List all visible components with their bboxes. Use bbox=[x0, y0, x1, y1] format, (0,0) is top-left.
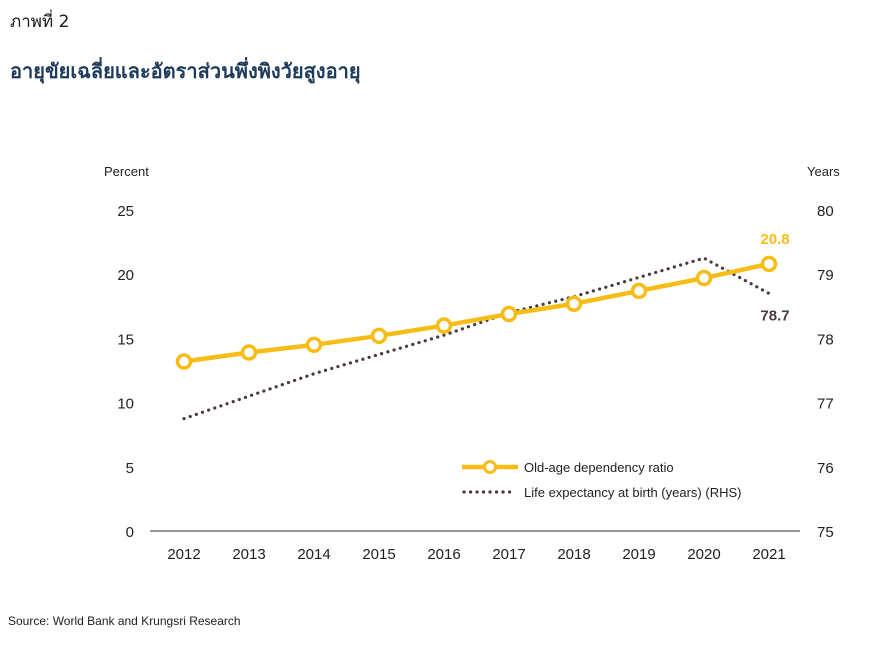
old-age-ratio-line bbox=[183, 261, 770, 364]
left-tick-label: 20 bbox=[117, 267, 134, 284]
x-tick-label: 2021 bbox=[752, 546, 785, 563]
legend-life-label: Life expectancy at birth (years) (RHS) bbox=[524, 485, 741, 500]
legend-ratio-marker bbox=[483, 460, 497, 474]
old-age-ratio-point bbox=[240, 344, 258, 361]
x-tick-label: 2020 bbox=[687, 546, 720, 563]
left-axis-ticks: 0 5 10 15 20 25 bbox=[117, 203, 134, 541]
old-age-ratio-point bbox=[565, 295, 583, 312]
old-age-ratio-point bbox=[435, 317, 453, 334]
x-tick-label: 2018 bbox=[557, 546, 590, 563]
right-axis-label: Years bbox=[807, 164, 840, 179]
old-age-ratio-point bbox=[630, 282, 648, 300]
left-axis-label: Percent bbox=[104, 164, 149, 179]
right-tick-label: 80 bbox=[817, 203, 834, 220]
x-tick-label: 2014 bbox=[297, 546, 330, 563]
old-age-ratio-point bbox=[760, 255, 778, 273]
right-tick-label: 79 bbox=[817, 267, 834, 284]
left-tick-label: 25 bbox=[117, 203, 134, 220]
left-tick-label: 5 bbox=[126, 460, 134, 477]
left-tick-label: 0 bbox=[126, 524, 134, 541]
life-expectancy-line bbox=[182, 256, 771, 421]
right-tick-label: 77 bbox=[817, 396, 834, 413]
legend-ratio-label: Old-age dependency ratio bbox=[524, 460, 674, 475]
right-tick-label: 76 bbox=[817, 460, 834, 477]
series-old-age-ratio bbox=[175, 255, 778, 370]
x-tick-label: 2017 bbox=[492, 546, 525, 563]
x-tick-label: 2012 bbox=[167, 546, 200, 563]
x-tick-label: 2019 bbox=[622, 546, 655, 563]
source-note: Source: World Bank and Krungsri Research bbox=[8, 614, 241, 628]
ratio-end-label: 20.8 bbox=[760, 231, 789, 248]
old-age-ratio-point bbox=[500, 305, 518, 323]
right-tick-label: 78 bbox=[817, 331, 834, 348]
old-age-ratio-point bbox=[370, 327, 388, 345]
right-tick-label: 75 bbox=[817, 524, 834, 541]
page-title: อายุขัยเฉลี่ยและอัตราส่วนพึ่งพิงวัยสูงอา… bbox=[10, 59, 361, 83]
legend: Old-age dependency ratio Life expectancy… bbox=[462, 460, 741, 500]
old-age-ratio-point bbox=[175, 353, 193, 370]
left-tick-label: 15 bbox=[117, 331, 134, 348]
x-axis-ticks: 2012 2013 2014 2015 2016 2017 2018 2019 2020 2021 bbox=[167, 546, 785, 563]
series-life-expectancy bbox=[182, 256, 771, 421]
figure-label: ภาพที่ 2 bbox=[10, 12, 70, 32]
old-age-ratio-point bbox=[305, 336, 323, 354]
x-tick-label: 2015 bbox=[362, 546, 395, 563]
x-tick-label: 2016 bbox=[427, 546, 460, 563]
old-age-ratio-point bbox=[695, 269, 713, 287]
x-tick-label: 2013 bbox=[232, 546, 265, 563]
right-axis-ticks: 75 76 77 78 79 80 bbox=[817, 203, 834, 541]
left-tick-label: 10 bbox=[117, 396, 134, 413]
life-end-label: 78.7 bbox=[760, 307, 789, 324]
